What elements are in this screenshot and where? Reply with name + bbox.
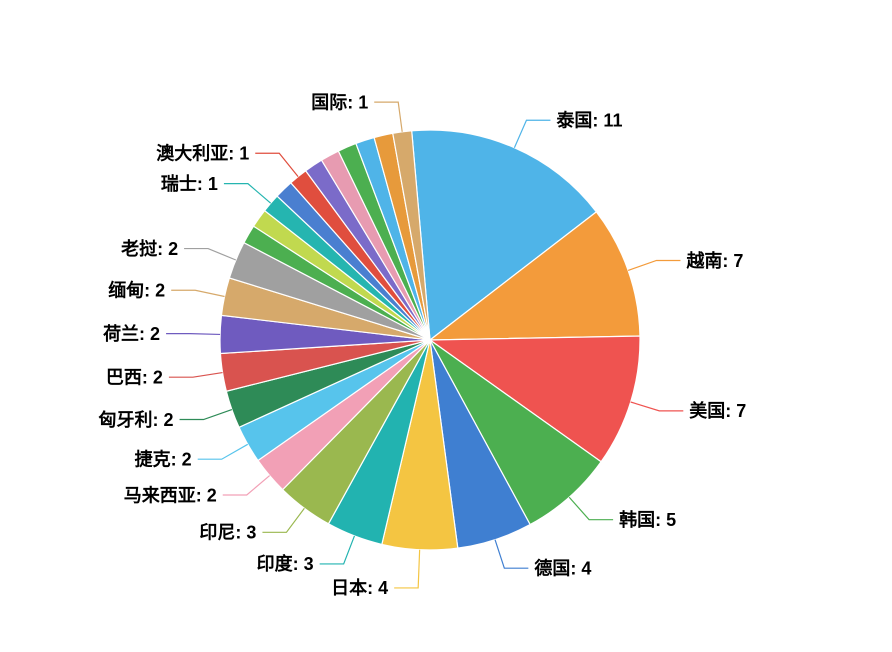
slice-label: 澳大利亚: 1 bbox=[156, 143, 249, 164]
slice-label: 印度: 3 bbox=[257, 553, 314, 574]
slice-label: 瑞士: 1 bbox=[161, 174, 218, 194]
leader-line bbox=[171, 290, 224, 296]
leader-line bbox=[223, 476, 270, 495]
slice-label: 捷克: 2 bbox=[135, 449, 192, 470]
leader-line bbox=[224, 184, 271, 204]
slice-label: 印尼: 3 bbox=[199, 523, 256, 543]
slice-label: 荷兰: 2 bbox=[103, 323, 160, 344]
leader-line bbox=[320, 536, 355, 564]
leader-line bbox=[514, 120, 550, 147]
leader-line bbox=[166, 334, 220, 335]
slice-label: 马来西亚: 2 bbox=[124, 485, 217, 505]
leader-line bbox=[495, 540, 528, 569]
slice-label: 日本: 4 bbox=[331, 577, 388, 598]
slice-label: 美国: 7 bbox=[689, 400, 746, 421]
pie-chart: 泰国: 11 越南: 7 美国: 7 韩国: 5 德国: 4 国际: 1 澳大利亚: 1 瑞士… bbox=[0, 0, 892, 652]
slice-label: 老挝: 2 bbox=[121, 238, 178, 259]
slice-label: 泰国: 11 bbox=[555, 110, 622, 131]
leader-line bbox=[180, 410, 232, 420]
leader-line bbox=[628, 260, 680, 270]
slice-label: 国际: 1 bbox=[311, 92, 368, 112]
leader-line bbox=[262, 508, 304, 532]
slice-label: 韩国: 5 bbox=[619, 509, 676, 530]
leader-line bbox=[374, 102, 402, 132]
leader-line bbox=[184, 249, 236, 260]
slice-label: 巴西: 2 bbox=[106, 367, 163, 387]
leader-line bbox=[198, 444, 248, 459]
slice-label: 匈牙利: 2 bbox=[99, 409, 174, 430]
slice-label: 德国: 4 bbox=[534, 557, 591, 578]
leader-line bbox=[569, 497, 613, 519]
leader-line bbox=[631, 402, 684, 411]
leader-line bbox=[255, 153, 298, 176]
slice-label: 缅甸: 2 bbox=[108, 280, 165, 301]
leader-line bbox=[169, 373, 223, 378]
slice-label: 越南: 7 bbox=[685, 250, 743, 271]
leader-line bbox=[394, 550, 419, 588]
